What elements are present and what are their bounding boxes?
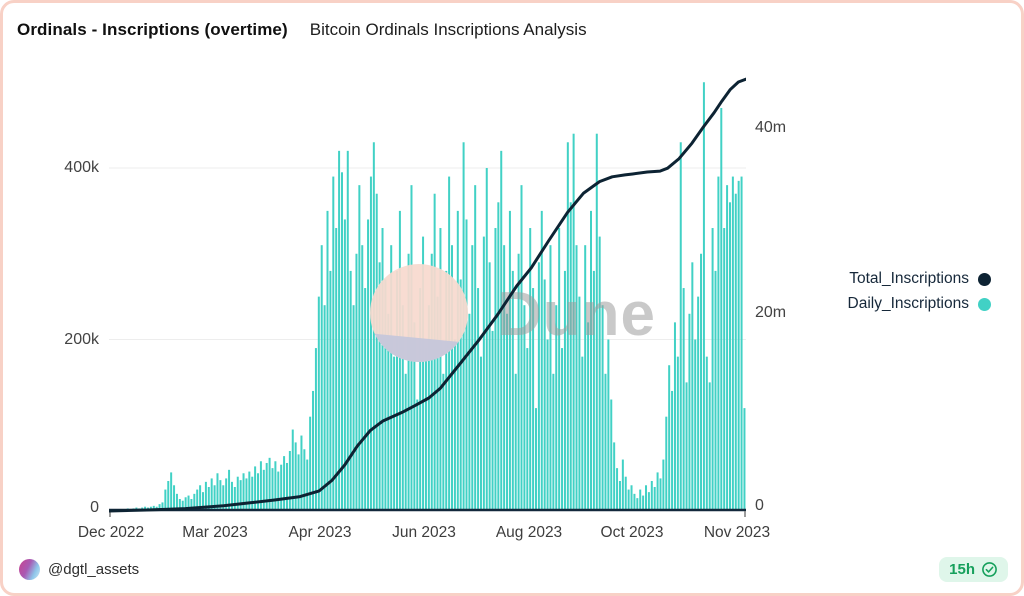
x-axis-label-aug-2023: Aug 2023 <box>495 524 563 541</box>
chart-header: Ordinals - Inscriptions (overtime) Bitco… <box>3 3 1021 40</box>
x-axis-label-dec-2022: Dec 2022 <box>77 524 145 541</box>
x-axis-label-jun-2023: Jun 2023 <box>392 524 456 541</box>
y-axis-right-label-20m: 20m <box>755 304 787 321</box>
last-refreshed-time: 15h <box>949 561 975 578</box>
inscriptions-chart-plot: Dune <box>109 77 746 517</box>
y-axis-left-label-200k: 200k <box>64 331 99 348</box>
chart-legend: Total_Inscriptions Daily_Inscriptions <box>848 270 991 313</box>
author-link[interactable]: @dgtl_assets <box>19 559 139 580</box>
x-axis-label-apr-2023: Apr 2023 <box>288 524 352 541</box>
total-inscriptions-line <box>109 77 746 513</box>
legend-label-total: Total_Inscriptions <box>849 270 969 287</box>
legend-item-daily-inscriptions[interactable]: Daily_Inscriptions <box>848 295 991 313</box>
legend-item-total-inscriptions[interactable]: Total_Inscriptions <box>849 270 991 288</box>
y-axis-right-label-40m: 40m <box>755 119 787 136</box>
legend-label-daily: Daily_Inscriptions <box>847 295 969 312</box>
x-axis-label-mar-2023: Mar 2023 <box>182 524 248 541</box>
x-axis-label-nov-2023: Nov 2023 <box>703 524 771 541</box>
y-axis-left-label-0: 0 <box>90 499 99 516</box>
y-axis-left-label-400k: 400k <box>64 159 99 176</box>
chart-title: Ordinals - Inscriptions (overtime) <box>17 20 288 39</box>
dune-watermark-logo: Dune <box>370 264 656 362</box>
author-avatar <box>19 559 40 580</box>
verified-check-icon <box>982 562 997 577</box>
daily-inscriptions-bars <box>109 82 746 512</box>
y-axis-right-label-0: 0 <box>755 497 764 514</box>
legend-dot-total <box>978 272 991 286</box>
legend-dot-daily <box>978 297 991 311</box>
x-axis-label-oct-2023: Oct 2023 <box>600 524 664 541</box>
card-footer: @dgtl_assets 15h <box>19 557 1008 582</box>
dune-watermark-text: Dune <box>497 280 656 349</box>
chart-subtitle: Bitcoin Ordinals Inscriptions Analysis <box>309 20 587 39</box>
author-handle: @dgtl_assets <box>48 561 140 578</box>
last-refreshed-badge[interactable]: 15h <box>939 557 1008 582</box>
